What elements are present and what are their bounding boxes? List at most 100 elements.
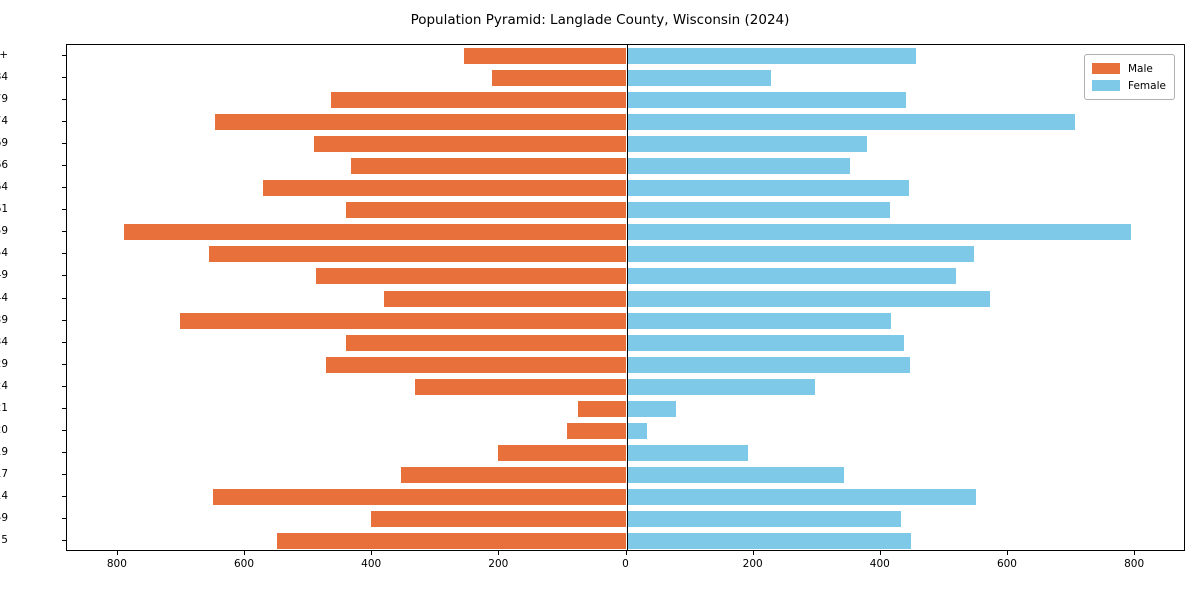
legend-item-male: Male bbox=[1092, 60, 1166, 77]
y-tick-label-10-14: 10-14 bbox=[0, 489, 8, 502]
chart-legend: Male Female bbox=[1084, 54, 1175, 100]
y-tick-mark bbox=[62, 275, 66, 277]
bar-male-35-39 bbox=[180, 312, 627, 329]
legend-swatch-female bbox=[1092, 80, 1120, 91]
bar-female-65-66 bbox=[626, 158, 850, 175]
y-tick-mark bbox=[62, 297, 66, 299]
y-tick-label-15-17: 15-17 bbox=[0, 467, 8, 480]
bar-male-70-74 bbox=[214, 114, 627, 131]
bar-female-85- bbox=[626, 48, 917, 65]
y-tick-label-25-29: 25-29 bbox=[0, 357, 8, 370]
bar-male-45-49 bbox=[315, 268, 627, 285]
bar-female-22-24 bbox=[626, 378, 815, 395]
bar-male-25-29 bbox=[326, 356, 627, 373]
x-tick-mark bbox=[879, 551, 881, 555]
y-tick-mark bbox=[62, 473, 66, 475]
x-tick-mark bbox=[498, 551, 500, 555]
y-tick-label-21: 21 bbox=[0, 401, 8, 414]
bar-male-67-69 bbox=[313, 136, 627, 153]
y-tick-label-70-74: 70-74 bbox=[0, 115, 8, 128]
bar-female-45-49 bbox=[626, 268, 956, 285]
chart-title: Population Pyramid: Langlade County, Wis… bbox=[410, 12, 790, 28]
x-tick-label-7: 600 bbox=[996, 558, 1017, 570]
y-tick-label-40-44: 40-44 bbox=[0, 291, 8, 304]
y-tick-label-35-39: 35-39 bbox=[0, 313, 8, 326]
y-tick-label-55-59: 55-59 bbox=[0, 225, 8, 238]
bar-female-under-5 bbox=[626, 532, 912, 549]
y-tick-mark bbox=[62, 539, 66, 541]
y-tick-mark bbox=[62, 209, 66, 211]
y-tick-mark bbox=[62, 319, 66, 321]
y-tick-label-75-79: 75-79 bbox=[0, 93, 8, 106]
y-tick-mark bbox=[62, 517, 66, 519]
x-tick-label-5: 200 bbox=[742, 558, 763, 570]
bar-female-50-54 bbox=[626, 246, 974, 263]
bar-female-10-14 bbox=[626, 488, 976, 505]
bar-female-25-29 bbox=[626, 356, 911, 373]
x-tick-label-8: 800 bbox=[1124, 558, 1145, 570]
bars-layer bbox=[67, 45, 1184, 550]
x-tick-label-4: 0 bbox=[622, 558, 629, 570]
bar-male-21 bbox=[578, 400, 627, 417]
y-tick-label-62-64: 62-64 bbox=[0, 181, 8, 194]
bar-female-70-74 bbox=[626, 114, 1076, 131]
y-tick-mark bbox=[62, 165, 66, 167]
y-tick-mark bbox=[62, 407, 66, 409]
bar-female-75-79 bbox=[626, 92, 906, 109]
bar-male-20 bbox=[567, 422, 627, 439]
x-tick-mark bbox=[244, 551, 246, 555]
y-tick-mark bbox=[62, 143, 66, 145]
y-tick-label-60-61: 60-61 bbox=[0, 203, 8, 216]
y-tick-mark bbox=[62, 341, 66, 343]
bar-male-62-64 bbox=[263, 180, 627, 197]
y-tick-mark bbox=[62, 495, 66, 497]
y-tick-label-22-24: 22-24 bbox=[0, 379, 8, 392]
bar-female-18-19 bbox=[626, 444, 748, 461]
x-tick-mark bbox=[1006, 551, 1008, 555]
y-tick-mark bbox=[62, 99, 66, 101]
x-tick-mark bbox=[625, 551, 627, 555]
bar-female-67-69 bbox=[626, 136, 868, 153]
bar-male-18-19 bbox=[498, 444, 627, 461]
bar-male-80-84 bbox=[491, 70, 627, 87]
bar-male-under-5 bbox=[277, 532, 627, 549]
y-tick-label-80-84: 80-84 bbox=[0, 71, 8, 84]
y-tick-mark bbox=[62, 121, 66, 123]
bar-male-30-34 bbox=[346, 334, 627, 351]
legend-label-male: Male bbox=[1128, 62, 1153, 75]
y-tick-mark bbox=[62, 253, 66, 255]
bar-male-10-14 bbox=[212, 488, 627, 505]
y-tick-mark bbox=[62, 385, 66, 387]
bar-female-60-61 bbox=[626, 202, 891, 219]
x-tick-mark bbox=[1134, 551, 1136, 555]
y-tick-label-under-5: Under 5 bbox=[0, 533, 8, 546]
bar-female-20 bbox=[626, 422, 648, 439]
y-tick-label-67-69: 67-69 bbox=[0, 137, 8, 150]
bar-male-85- bbox=[463, 48, 627, 65]
y-tick-label-20: 20 bbox=[0, 423, 8, 436]
legend-swatch-male bbox=[1092, 63, 1120, 74]
x-tick-label-6: 400 bbox=[869, 558, 890, 570]
bar-female-40-44 bbox=[626, 290, 991, 307]
bar-female-35-39 bbox=[626, 312, 891, 329]
bar-male-22-24 bbox=[414, 378, 627, 395]
x-tick-mark bbox=[116, 551, 118, 555]
bar-female-80-84 bbox=[626, 70, 771, 87]
y-tick-label-85-: 85+ bbox=[0, 49, 8, 62]
x-tick-label-1: 600 bbox=[233, 558, 255, 570]
y-tick-mark bbox=[62, 55, 66, 57]
y-tick-label-50-54: 50-54 bbox=[0, 247, 8, 260]
y-tick-label-5-9: 5-9 bbox=[0, 511, 8, 524]
bar-male-75-79 bbox=[331, 92, 627, 109]
bar-female-62-64 bbox=[626, 180, 909, 197]
y-tick-label-65-66: 65-66 bbox=[0, 159, 8, 172]
bar-female-15-17 bbox=[626, 466, 844, 483]
bar-male-60-61 bbox=[346, 202, 627, 219]
y-tick-label-18-19: 18-19 bbox=[0, 445, 8, 458]
bar-male-50-54 bbox=[208, 246, 627, 263]
y-tick-mark bbox=[62, 77, 66, 79]
y-tick-mark bbox=[62, 363, 66, 365]
y-tick-label-45-49: 45-49 bbox=[0, 269, 8, 282]
x-tick-mark bbox=[752, 551, 754, 555]
y-tick-mark bbox=[62, 231, 66, 233]
